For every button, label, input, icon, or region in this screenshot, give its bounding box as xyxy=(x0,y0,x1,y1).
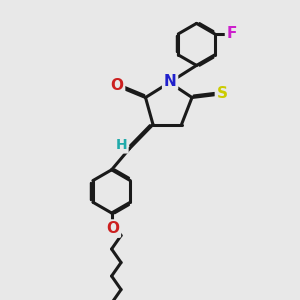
Text: O: O xyxy=(110,78,124,93)
Text: F: F xyxy=(226,26,237,41)
Text: S: S xyxy=(217,86,227,101)
Text: O: O xyxy=(106,221,119,236)
Text: H: H xyxy=(116,138,127,152)
Text: N: N xyxy=(164,74,176,88)
